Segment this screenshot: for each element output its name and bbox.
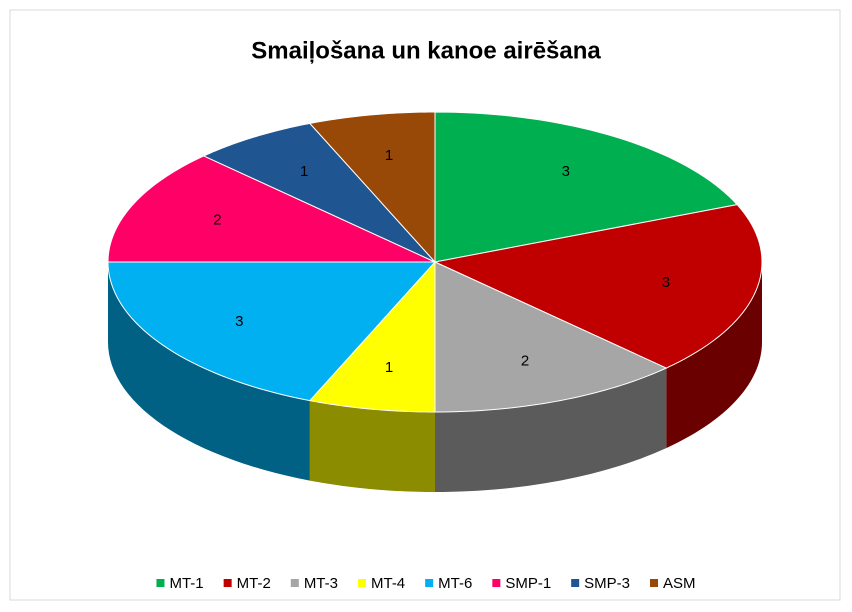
data-label: 2 [521, 353, 529, 370]
chart-title: Smaiļošana un kanoe airēšana [251, 37, 601, 64]
slice-side [435, 368, 667, 492]
slice [107, 155, 436, 263]
slice-side [309, 400, 435, 492]
labels: 3 3 2 1 3 2 1 1 [213, 147, 670, 376]
legend-label: MT-2 [237, 575, 271, 592]
legend-swatch [650, 579, 659, 587]
slice-side [108, 262, 310, 481]
data-label: 3 [562, 163, 570, 180]
data-label: 1 [385, 359, 393, 376]
slice [308, 260, 436, 413]
data-label: 3 [235, 313, 243, 330]
slice [434, 111, 739, 263]
legend: MT-1 MT-2 MT-3 MT-4 MT-6 SMP-1 SMP-3 ASM [156, 575, 696, 592]
legend-label: SMP-3 [584, 575, 630, 592]
slice [107, 261, 437, 402]
legend-swatch [156, 579, 165, 587]
legend-swatch [492, 579, 501, 587]
slice [202, 122, 436, 263]
data-label: 3 [662, 274, 670, 291]
data-label: 2 [213, 212, 221, 229]
legend-label: MT-4 [371, 575, 405, 592]
data-label: 1 [300, 163, 308, 180]
slice [434, 261, 668, 413]
slice [308, 111, 436, 264]
slice [433, 204, 763, 369]
legend-label: MT-1 [169, 575, 203, 592]
legend-swatch [223, 579, 232, 587]
sides [108, 262, 762, 492]
legend-swatch [571, 579, 580, 587]
legend-label: SMP-1 [505, 575, 551, 592]
slice-side [666, 262, 762, 449]
legend-label: MT-3 [304, 575, 338, 592]
legend-swatch [357, 579, 366, 587]
legend-label: ASM [663, 575, 696, 592]
legend-swatch [425, 579, 434, 587]
legend-swatch [290, 579, 299, 587]
legend-label: MT-6 [438, 575, 472, 592]
data-label: 1 [385, 147, 393, 164]
tops [107, 111, 763, 413]
